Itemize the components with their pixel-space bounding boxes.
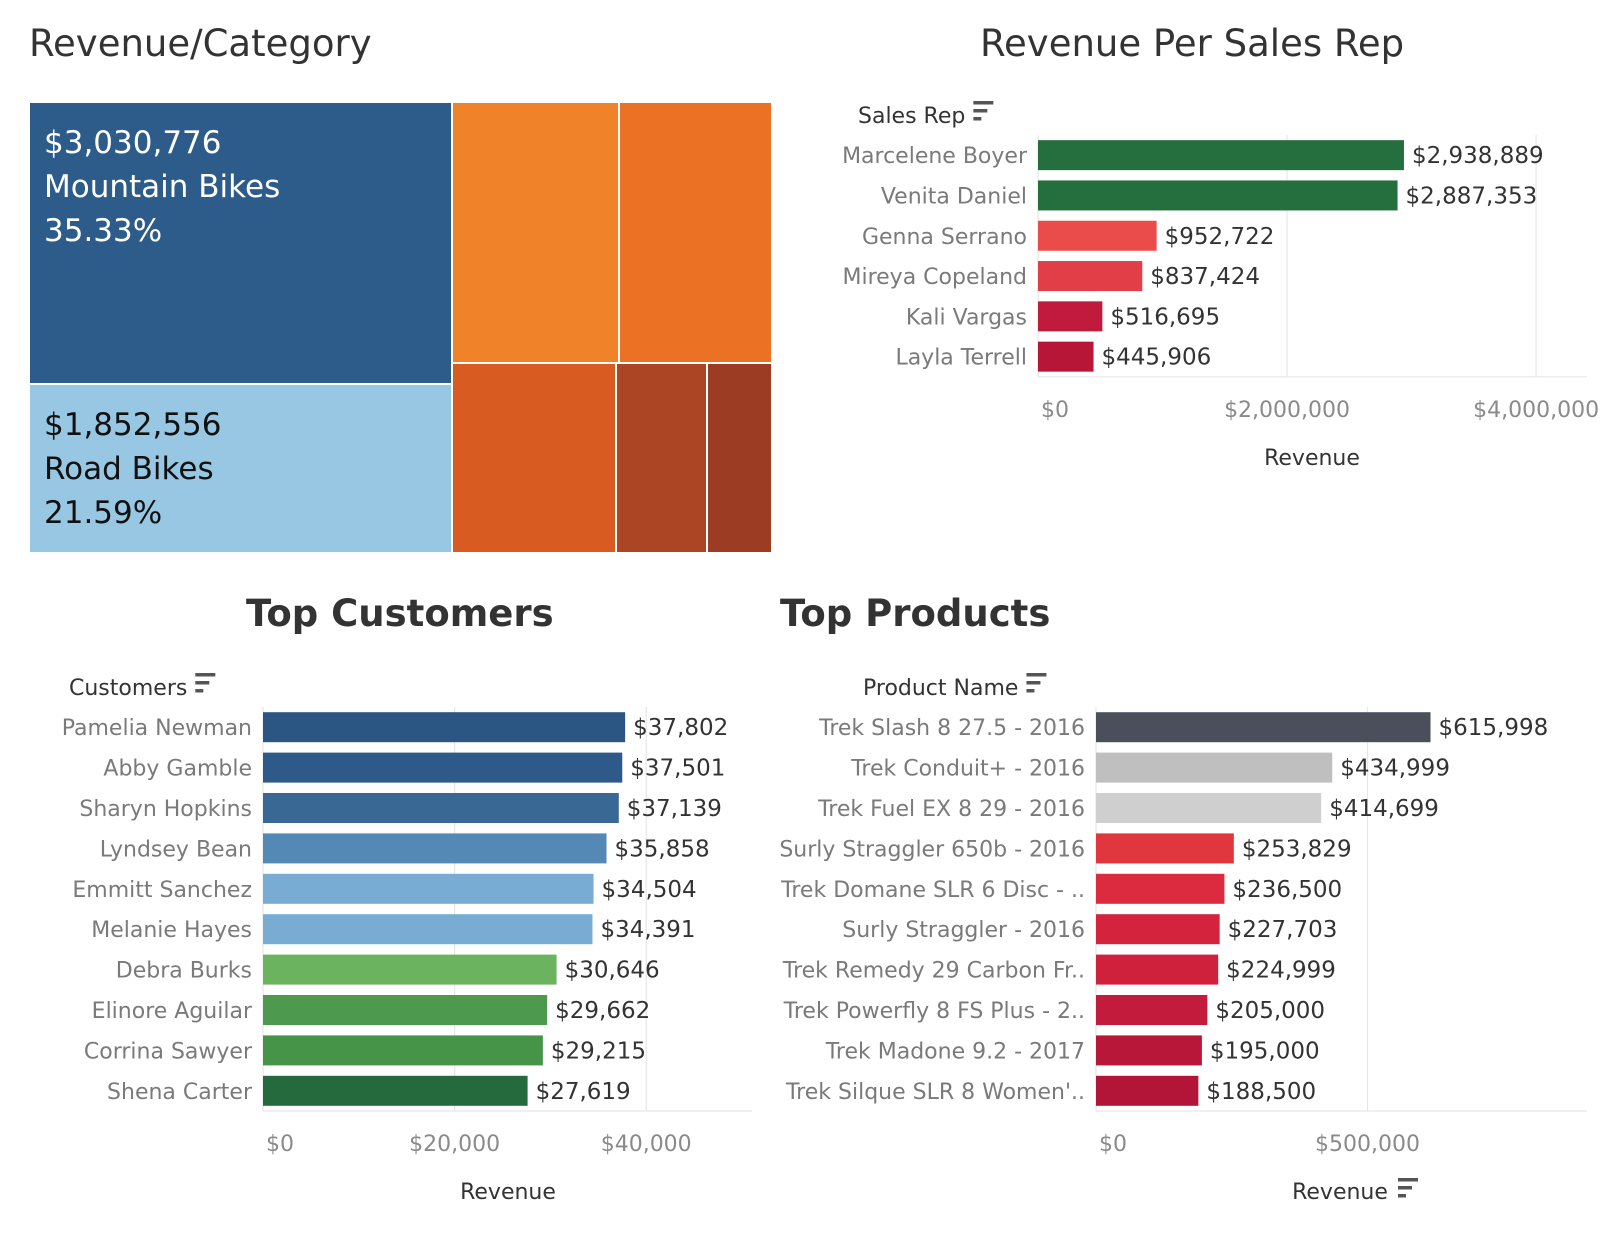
- treemap-share: 35.33%: [44, 213, 163, 249]
- treemap-category: Mountain Bikes: [44, 169, 281, 205]
- treemap-cell-mountain-bikes[interactable]: $3,030,776 Mountain Bikes 35.33%: [30, 103, 451, 383]
- value-label-genna-serrano: $952,722: [1165, 224, 1275, 250]
- tick-label: $0: [1041, 398, 1069, 423]
- value-label-marcelene-boyer: $2,938,889: [1412, 143, 1544, 169]
- treemap-title: Revenue/Category: [29, 22, 372, 65]
- value-label-mireya-copeland: $837,424: [1150, 264, 1260, 290]
- bar-layla-terrell[interactable]: [1038, 341, 1094, 372]
- category-label-layla-terrell: Layla Terrell: [895, 346, 1027, 371]
- products-chart-title: Top Products: [780, 592, 1051, 635]
- category-label-marcelene-boyer: Marcelene Boyer: [842, 144, 1028, 169]
- x-axis-title: Revenue: [1264, 446, 1360, 471]
- bar-mireya-copeland[interactable]: [1038, 261, 1143, 292]
- sort-descending-icon[interactable]: [973, 101, 994, 121]
- category-label-kali-vargas: Kali Vargas: [906, 305, 1027, 330]
- treemap-cell[interactable]: [453, 103, 618, 362]
- tick-label: $4,000,000: [1473, 398, 1599, 423]
- treemap-cell[interactable]: [617, 364, 706, 552]
- treemap-share: 21.59%: [44, 495, 163, 531]
- treemap-value: $3,030,776: [44, 125, 222, 161]
- treemap-cell-road-bikes[interactable]: $1,852,556 Road Bikes 21.59%: [30, 385, 451, 552]
- category-label-mireya-copeland: Mireya Copeland: [842, 265, 1027, 290]
- treemap-cell[interactable]: [453, 364, 615, 552]
- treemap-value: $1,852,556: [44, 407, 222, 443]
- sales-rep-chart-title: Revenue Per Sales Rep: [980, 22, 1405, 65]
- field-header[interactable]: Sales Rep: [858, 104, 965, 129]
- value-label-kali-vargas: $516,695: [1110, 304, 1220, 330]
- tick-label: $2,000,000: [1224, 398, 1350, 423]
- treemap-label: $3,030,776 Mountain Bikes 35.33%: [44, 121, 280, 253]
- category-treemap: $3,030,776 Mountain Bikes 35.33% $1,852,…: [30, 103, 771, 552]
- treemap-category: Road Bikes: [44, 451, 214, 487]
- value-label-venita-daniel: $2,887,353: [1406, 183, 1538, 209]
- category-label-venita-daniel: Venita Daniel: [881, 184, 1027, 209]
- treemap-cell[interactable]: [620, 103, 771, 362]
- bar-kali-vargas[interactable]: [1038, 301, 1103, 332]
- customers-chart-title: Top Customers: [246, 592, 554, 635]
- bar-genna-serrano[interactable]: [1038, 220, 1157, 251]
- treemap-cell[interactable]: [708, 364, 771, 552]
- category-label-genna-serrano: Genna Serrano: [862, 225, 1027, 250]
- treemap-label: $1,852,556 Road Bikes 21.59%: [44, 403, 222, 535]
- bar-venita-daniel[interactable]: [1038, 180, 1398, 211]
- value-label-layla-terrell: $445,906: [1102, 345, 1212, 371]
- bar-marcelene-boyer[interactable]: [1038, 140, 1404, 171]
